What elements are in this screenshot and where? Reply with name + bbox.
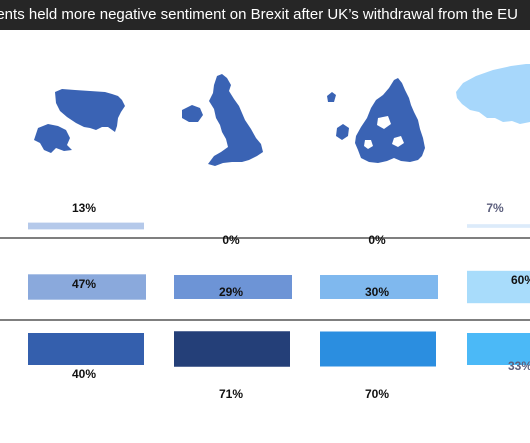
- bar-row1-region4: [467, 224, 530, 228]
- bar-row2-region2: [174, 275, 292, 299]
- bar-row2-region4: [467, 270, 530, 304]
- bar-row3-region1: [28, 333, 144, 365]
- label-row3-region4: 33%: [508, 359, 530, 373]
- asia-map-icon: [456, 64, 530, 124]
- label-row2-region2: 29%: [219, 285, 243, 299]
- label-row2-region1: 47%: [72, 277, 96, 291]
- bar-row1-region1: [28, 222, 144, 230]
- label-row2-region3: 30%: [365, 285, 389, 299]
- label-row1-region1: 13%: [72, 201, 96, 215]
- usa-map-icon: [34, 89, 125, 153]
- label-row3-region2: 71%: [219, 387, 243, 401]
- chart-title: dents held more negative sentiment on Br…: [0, 0, 530, 30]
- chart-title-text: dents held more negative sentiment on Br…: [0, 6, 518, 23]
- label-row1-region2: 0%: [222, 233, 240, 247]
- europe-map-icon: [327, 78, 425, 163]
- bar-row2-region3: [320, 275, 438, 299]
- label-row3-region1: 40%: [72, 367, 96, 381]
- bar-row3-region2: [174, 331, 290, 367]
- bar-row3-region4: [467, 333, 530, 365]
- label-row2-region4: 60%: [511, 273, 530, 287]
- uk-map-icon: [182, 74, 263, 166]
- bar-row3-region3: [320, 331, 436, 367]
- label-row1-region3: 0%: [368, 233, 386, 247]
- label-row3-region3: 70%: [365, 387, 389, 401]
- label-row1-region4: 7%: [486, 201, 504, 215]
- bar-row2-region1: [28, 274, 146, 300]
